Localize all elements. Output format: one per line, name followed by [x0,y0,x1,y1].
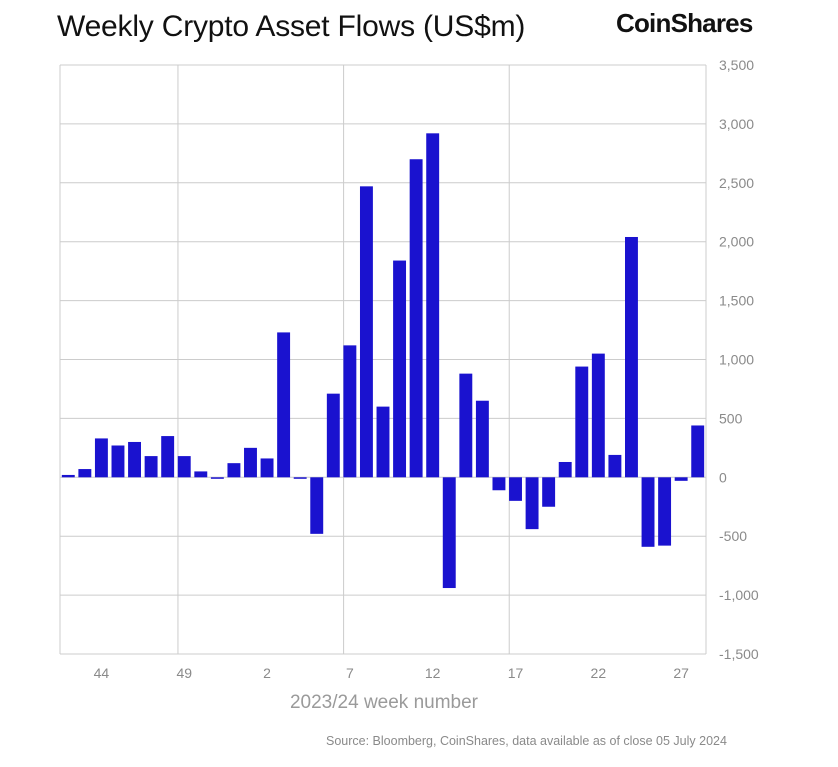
bar [442,477,456,589]
x-tick-label: 27 [673,665,689,681]
bar [244,447,257,478]
bar [161,436,175,478]
bar [144,456,158,478]
bar [475,400,489,478]
bar [575,366,589,478]
x-tick-label: 17 [508,665,524,681]
grid-lines [59,64,707,655]
bar [409,159,423,478]
bar [94,438,108,478]
bar [277,332,291,478]
bar [326,393,340,478]
bar [509,477,522,501]
bar [691,425,705,478]
bar [177,456,191,478]
bar [78,469,92,478]
y-axis-ticks: 3,500 3,000 2,500 2,000 1,500 1,000 500 0 -500 -1… [719,57,759,662]
bar [459,373,473,478]
bar [376,406,390,478]
y-tick-label: 3,000 [719,116,754,132]
x-tick-label: 7 [346,665,354,681]
y-tick-label: 500 [719,410,743,426]
bar [293,477,307,479]
x-tick-label: 2 [263,665,271,681]
bar [558,461,572,478]
bar [608,454,622,478]
x-tick-label: 49 [176,665,192,681]
brand-logo: CoinShares [616,8,753,38]
y-tick-label: 1,000 [719,352,754,368]
bar [542,477,556,507]
bar [359,186,373,478]
bar [674,477,688,481]
x-tick-label: 22 [591,665,607,681]
bar [310,477,324,534]
bar [260,458,274,478]
bar [393,260,407,478]
y-tick-label: 2,000 [719,234,754,250]
bar [227,463,241,478]
bar [111,445,125,478]
bar [525,477,539,530]
bar [194,471,208,478]
y-tick-label: -1,500 [719,646,759,662]
bar [210,477,224,479]
bar [492,477,506,491]
source-note: Source: Bloomberg, CoinShares, data avai… [326,734,727,748]
x-tick-label: 12 [425,665,441,681]
bar [591,353,605,478]
x-axis-ticks: 44 49 2 7 12 17 22 27 [94,665,690,681]
bar [128,441,141,478]
chart-title: Weekly Crypto Asset Flows (US$m) [57,10,526,43]
y-tick-label: -500 [719,528,747,544]
bar [658,477,672,546]
y-tick-label: 2,500 [719,175,754,191]
x-axis-label: 2023/24 week number [290,692,479,713]
y-tick-label: -1,000 [719,587,759,603]
x-tick-label: 44 [94,665,110,681]
bar [343,345,357,478]
bar [641,477,655,547]
bar [61,474,75,478]
bar [426,133,440,478]
y-tick-label: 0 [719,469,727,485]
bars [61,133,705,589]
bar [625,236,638,478]
y-tick-label: 1,500 [719,293,754,309]
y-tick-label: 3,500 [719,57,754,73]
